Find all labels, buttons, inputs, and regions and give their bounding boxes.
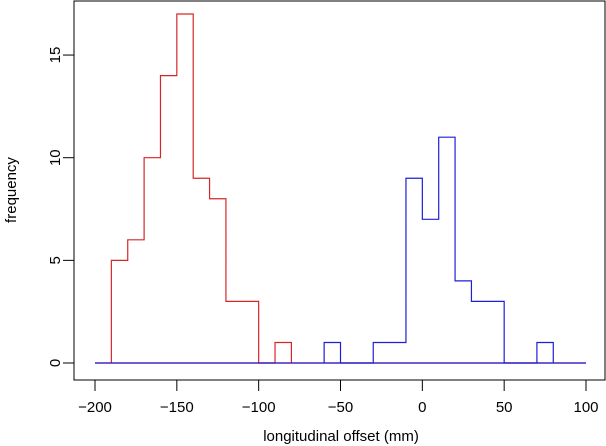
series-0-outline <box>110 13 292 364</box>
x-tick-label: 0 <box>418 399 426 416</box>
y-axis: 0 5 10 15 <box>47 47 75 367</box>
series-1 <box>95 136 586 364</box>
series-1-bin-7 <box>439 137 455 363</box>
x-tick-label: −150 <box>160 399 194 416</box>
x-tick-label: 50 <box>496 399 513 416</box>
series-1-bin-6 <box>422 219 438 363</box>
x-tick-label: 100 <box>573 399 598 416</box>
y-axis-label: frequency <box>3 157 20 223</box>
x-tick-label: −50 <box>328 399 353 416</box>
y-tick-label: 15 <box>47 47 64 64</box>
y-tick-label: 5 <box>47 256 64 264</box>
series-1-bin-8 <box>455 281 471 363</box>
series-0-bin-2 <box>144 158 160 363</box>
series-0 <box>95 13 586 364</box>
x-axis: −200 −150 −100 −50 0 50 100 <box>78 379 599 416</box>
y-tick-label: 0 <box>47 359 64 367</box>
series-0-bin-0 <box>111 260 127 363</box>
series-0-bin-8 <box>242 301 258 363</box>
series-0-bin-10 <box>275 342 291 363</box>
series-0-bin-3 <box>160 76 176 363</box>
x-tick-label: −100 <box>242 399 276 416</box>
x-axis-label: longitudinal offset (mm) <box>263 428 419 445</box>
series-0-bin-5 <box>193 178 209 363</box>
series-1-bin-5 <box>406 178 422 363</box>
series-1-bin-4 <box>390 342 406 363</box>
series-1-bin-3 <box>373 342 389 363</box>
plot-frame <box>73 0 606 381</box>
series-1-bin-9 <box>471 301 487 363</box>
series-layer <box>95 13 586 364</box>
series-0-bin-4 <box>177 14 193 363</box>
series-0-bin-7 <box>226 301 242 363</box>
x-tick-label: −200 <box>78 399 112 416</box>
series-1-outline <box>323 136 554 364</box>
series-0-bin-1 <box>128 240 144 363</box>
series-1-bin-10 <box>488 301 504 363</box>
y-tick-label: 10 <box>47 149 64 166</box>
series-1-bin-13 <box>537 342 553 363</box>
series-1-bin-0 <box>324 342 340 363</box>
series-0-bin-6 <box>210 199 226 363</box>
